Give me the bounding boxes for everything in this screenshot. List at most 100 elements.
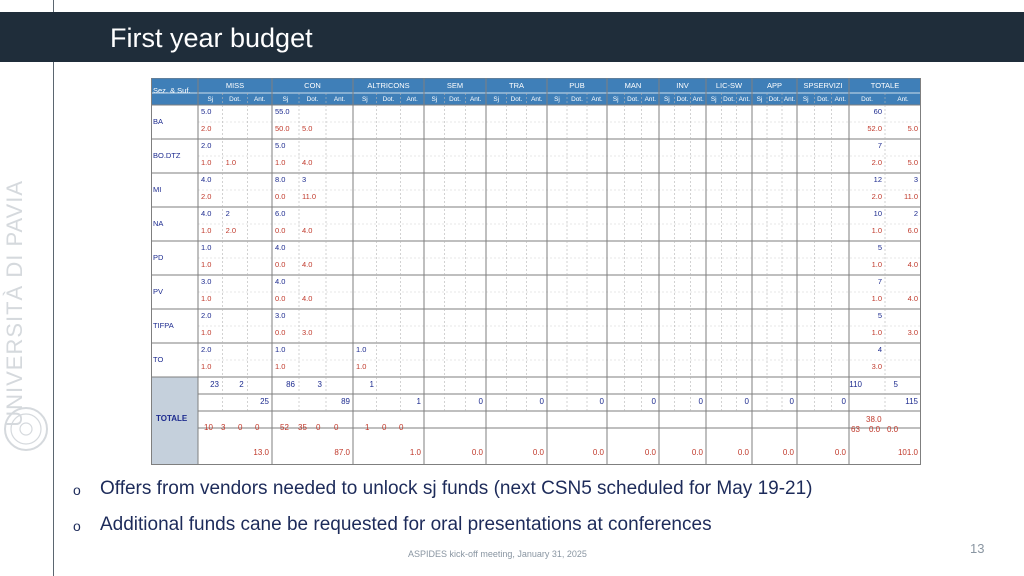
con-value: 4.0 <box>302 158 313 167</box>
con-value: 4.0 <box>275 243 286 252</box>
sub-header: Ant. <box>692 96 704 103</box>
miss-value: 2 <box>225 209 230 218</box>
totale-value: 60 <box>873 107 882 116</box>
sub-header: Ant. <box>644 96 657 103</box>
totale-value: 5 <box>877 311 882 320</box>
sub-header: Dot. <box>306 96 319 103</box>
category-header: TOTALE <box>870 81 900 90</box>
category-total-red: 0.0 <box>644 448 656 457</box>
category-total: 0 <box>651 397 656 406</box>
section-name: BO.DTZ <box>153 151 181 160</box>
category-total-red: 0.0 <box>737 448 749 457</box>
category-header: SEM <box>446 81 464 90</box>
totale-value: 1.0 <box>871 260 882 269</box>
budget-table-grid <box>151 78 921 465</box>
category-total: 0 <box>841 397 846 406</box>
totale-miss-value: 2 <box>239 380 244 389</box>
totale-label: TOTALE <box>156 414 188 423</box>
totale-con-detail: 35 <box>298 423 307 432</box>
left-divider-line <box>53 0 54 576</box>
miss-value: 2.0 <box>225 226 237 235</box>
category-total-red: 1.0 <box>409 448 421 457</box>
totale-value: 11.0 <box>903 192 918 201</box>
category-total: 89 <box>341 397 350 406</box>
sub-header: Sj <box>756 96 763 103</box>
totale-value: 10 <box>873 209 882 218</box>
con-value: 0.0 <box>275 294 286 303</box>
category-header: MISS <box>225 81 245 90</box>
sub-header: Sj <box>431 96 438 103</box>
totale-value: 3.0 <box>871 362 882 371</box>
totale-value: 1.0 <box>871 226 882 235</box>
miss-value: 1.0 <box>201 362 212 371</box>
totale-grand-value: 110 <box>849 380 862 389</box>
sub-header: Ant. <box>897 96 909 103</box>
con-value: 1.0 <box>275 158 286 167</box>
sub-header: Ant. <box>783 96 796 103</box>
totale-miss-detail: 3 <box>221 423 226 432</box>
totale-altri-value: 1 <box>369 380 374 389</box>
con-value: 3.0 <box>302 328 313 337</box>
category-total-red: 0.0 <box>782 448 794 457</box>
con-value: 5.0 <box>302 124 313 133</box>
sub-header: Ant. <box>333 96 346 103</box>
category-total-red: 0.0 <box>471 448 483 457</box>
totale-miss-detail: 0 <box>255 423 260 432</box>
section-name: TO <box>153 355 164 364</box>
con-value: 8.0 <box>275 175 286 184</box>
university-seal-icon <box>4 407 48 451</box>
totale-value: 4.0 <box>907 260 918 269</box>
section-name: MI <box>153 185 162 194</box>
sub-header: Dot. <box>817 96 829 103</box>
totale-value: 5 <box>877 243 882 252</box>
category-total-red: 0.0 <box>691 448 703 457</box>
footer-text: ASPIDES kick-off meeting, January 31, 20… <box>408 549 587 559</box>
sub-header: Ant. <box>591 96 603 103</box>
section-name: PV <box>153 287 164 296</box>
category-total: 1 <box>416 397 421 406</box>
category-total: 0 <box>789 397 794 406</box>
bullet-marker: o <box>73 482 81 498</box>
category-total-red: 0.0 <box>834 448 846 457</box>
sub-header: Dot. <box>510 96 523 103</box>
totale-value: 2 <box>913 209 918 218</box>
totale-value: 7 <box>877 141 882 150</box>
totale-tot-top: 38.0 <box>866 415 882 424</box>
category-header: LIC-SW <box>715 81 743 90</box>
altri-value: 1.0 <box>356 362 367 371</box>
section-name: PD <box>153 253 164 262</box>
title-bar <box>0 12 1024 62</box>
con-value: 1.0 <box>275 345 286 354</box>
miss-value: 2.0 <box>201 192 212 201</box>
sub-header: Sj <box>802 96 809 103</box>
con-value: 50.0 <box>275 124 290 133</box>
con-value: 4.0 <box>302 294 313 303</box>
totale-con-value: 3 <box>317 380 322 389</box>
totale-value: 7 <box>877 277 882 286</box>
sub-header: Sj <box>207 96 214 103</box>
totale-value: 6.0 <box>907 226 918 235</box>
sub-header: Sj <box>282 96 289 103</box>
totale-value: 2.0 <box>871 192 882 201</box>
category-header: MAN <box>624 81 642 90</box>
section-name: NA <box>153 219 164 228</box>
category-total-red: 0.0 <box>532 448 544 457</box>
totale-value: 3 <box>913 175 918 184</box>
section-name: BA <box>153 117 164 126</box>
con-value: 11.0 <box>302 192 317 201</box>
category-header: TRA <box>509 81 524 90</box>
con-value: 6.0 <box>275 209 286 218</box>
miss-value: 1.0 <box>201 243 212 252</box>
totale-tot-detail: 0.0 <box>869 425 881 434</box>
sub-header: Dot. <box>861 96 873 103</box>
sub-header: Dot. <box>382 96 395 103</box>
totale-value: 1.0 <box>871 328 882 337</box>
totale-value: 4.0 <box>907 294 918 303</box>
totale-value: 4 <box>877 345 882 354</box>
miss-value: 1.0 <box>201 328 212 337</box>
con-value: 4.0 <box>302 260 313 269</box>
category-header: CON <box>304 81 321 90</box>
totale-value: 12 <box>873 175 882 184</box>
page-title: First year budget <box>110 23 313 53</box>
miss-value: 5.0 <box>201 107 212 116</box>
